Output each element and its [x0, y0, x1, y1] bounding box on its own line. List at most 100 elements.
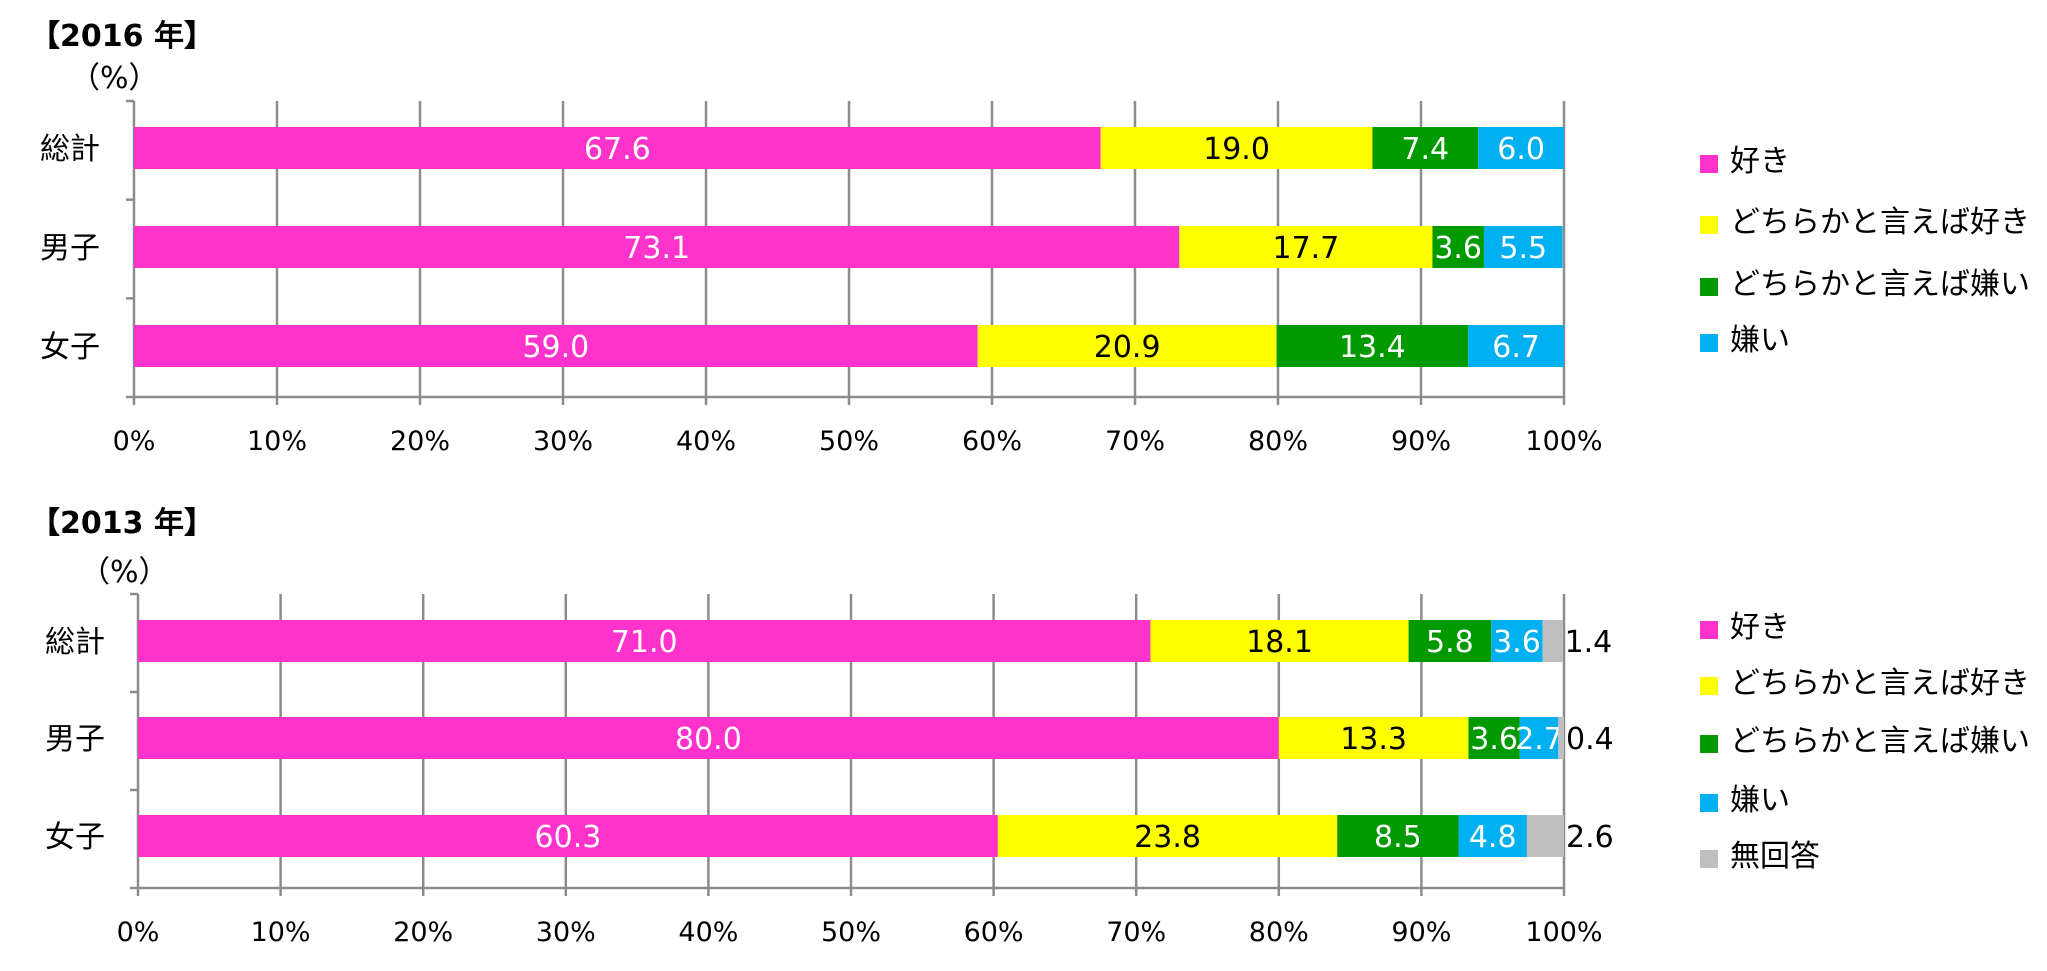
bar-segment [1558, 717, 1564, 759]
data-label: 71.0 [611, 625, 678, 660]
x-tick-label: 0% [117, 917, 160, 948]
data-label: 5.8 [1426, 625, 1474, 660]
legend-label: 好き [1730, 610, 1790, 645]
x-tick-label: 50% [819, 426, 879, 457]
bar-segment [138, 815, 998, 857]
data-label: 18.1 [1246, 625, 1313, 660]
data-label: 80.0 [675, 722, 742, 757]
bar-segment [134, 226, 1180, 268]
legend-swatch [1700, 735, 1718, 753]
data-label: 3.6 [1493, 625, 1541, 660]
x-tick-label: 50% [821, 917, 881, 948]
category-label: 男子 [40, 231, 100, 266]
unit-label: （%） [80, 555, 169, 590]
x-tick-label: 60% [962, 426, 1022, 457]
legend-swatch [1700, 278, 1718, 296]
x-tick-label: 30% [536, 917, 596, 948]
bar-segment [1491, 620, 1543, 662]
bar-segment [1468, 325, 1564, 367]
legend-swatch [1700, 677, 1718, 695]
x-tick-label: 100% [1525, 426, 1602, 457]
x-tick-label: 10% [247, 426, 307, 457]
bar-segment [997, 815, 1338, 857]
category-label: 女子 [45, 820, 105, 855]
x-tick-label: 100% [1525, 917, 1602, 948]
bar-segment [1542, 620, 1563, 662]
bar-segment [1372, 127, 1479, 169]
unit-label: （%） [70, 61, 159, 96]
chart-0: 【2016 年】 （%） 0% 10% 20% 30% 40% 50% 60% 70% 80% 90%… [30, 19, 2030, 457]
data-label: 8.5 [1374, 820, 1422, 855]
legend-swatch [1700, 334, 1718, 352]
bar-segment [1432, 226, 1484, 268]
data-label: 2.7 [1515, 722, 1563, 757]
x-tick-label: 80% [1248, 426, 1308, 457]
legend-label: どちらかと言えば嫌い [1730, 267, 2030, 302]
chart-title: 【2013 年】 [30, 506, 214, 541]
bar-segment [1408, 620, 1492, 662]
x-tick-label: 90% [1391, 917, 1451, 948]
legend-label: 嫌い [1730, 323, 1790, 358]
legend-swatch [1700, 155, 1718, 173]
data-label: 3.6 [1434, 231, 1482, 266]
bar-segment [1478, 127, 1564, 169]
data-label: 6.7 [1492, 330, 1540, 365]
bar-segment [1278, 717, 1469, 759]
bar-segment [134, 127, 1101, 169]
bar-segment [1150, 620, 1409, 662]
data-label: 2.6 [1566, 820, 1614, 855]
data-label: 3.6 [1470, 722, 1518, 757]
bar-segment [138, 620, 1151, 662]
x-tick-label: 40% [676, 426, 736, 457]
x-tick-label: 90% [1391, 426, 1451, 457]
legend-label: どちらかと言えば好き [1730, 666, 2030, 701]
bar-segment [1337, 815, 1459, 857]
bar-segment [1276, 325, 1469, 367]
bar-segment [134, 325, 978, 367]
data-label: 17.7 [1272, 231, 1339, 266]
chart-1: 【2013 年】 （%） 0% 10% 20% 30% 40% 50% 60% 70% 80% 90%… [30, 506, 2030, 948]
bar-segment [1100, 127, 1373, 169]
legend-label: 好き [1730, 144, 1790, 179]
bar-segment [1483, 226, 1563, 268]
x-tick-label: 40% [678, 917, 738, 948]
data-label: 73.1 [623, 231, 690, 266]
bar-segment [1468, 717, 1520, 759]
chart-title: 【2016 年】 [30, 19, 214, 54]
legend-swatch [1700, 794, 1718, 812]
x-tick-label: 60% [964, 917, 1024, 948]
x-tick-label: 0% [113, 426, 156, 457]
category-label: 総計 [40, 132, 100, 167]
bar-segment [1179, 226, 1433, 268]
data-label: 13.3 [1340, 722, 1407, 757]
x-tick-label: 20% [393, 917, 453, 948]
data-label: 59.0 [522, 330, 589, 365]
bar-segment [977, 325, 1277, 367]
bar-segment [1458, 815, 1527, 857]
x-tick-label: 20% [390, 426, 450, 457]
legend-label: どちらかと言えば好き [1730, 205, 2030, 240]
x-tick-label: 10% [251, 917, 311, 948]
data-label: 13.4 [1339, 330, 1406, 365]
category-label: 男子 [45, 722, 105, 757]
x-tick-label: 30% [533, 426, 593, 457]
data-label: 60.3 [535, 820, 602, 855]
legend-swatch [1700, 216, 1718, 234]
bar-segment [1526, 815, 1564, 857]
data-label: 20.9 [1094, 330, 1161, 365]
category-label: 女子 [40, 330, 100, 365]
data-label: 6.0 [1497, 132, 1545, 167]
data-label: 1.4 [1565, 625, 1613, 660]
category-label: 総計 [45, 625, 105, 660]
data-label: 5.5 [1499, 231, 1547, 266]
x-tick-label: 80% [1249, 917, 1309, 948]
data-label: 67.6 [584, 132, 651, 167]
x-tick-label: 70% [1105, 426, 1165, 457]
bar-segment [1519, 717, 1559, 759]
data-label: 4.8 [1469, 820, 1517, 855]
data-label: 7.4 [1401, 132, 1449, 167]
data-label: 23.8 [1134, 820, 1201, 855]
bar-segment [138, 717, 1279, 759]
legend-label: どちらかと言えば嫌い [1730, 724, 2030, 759]
